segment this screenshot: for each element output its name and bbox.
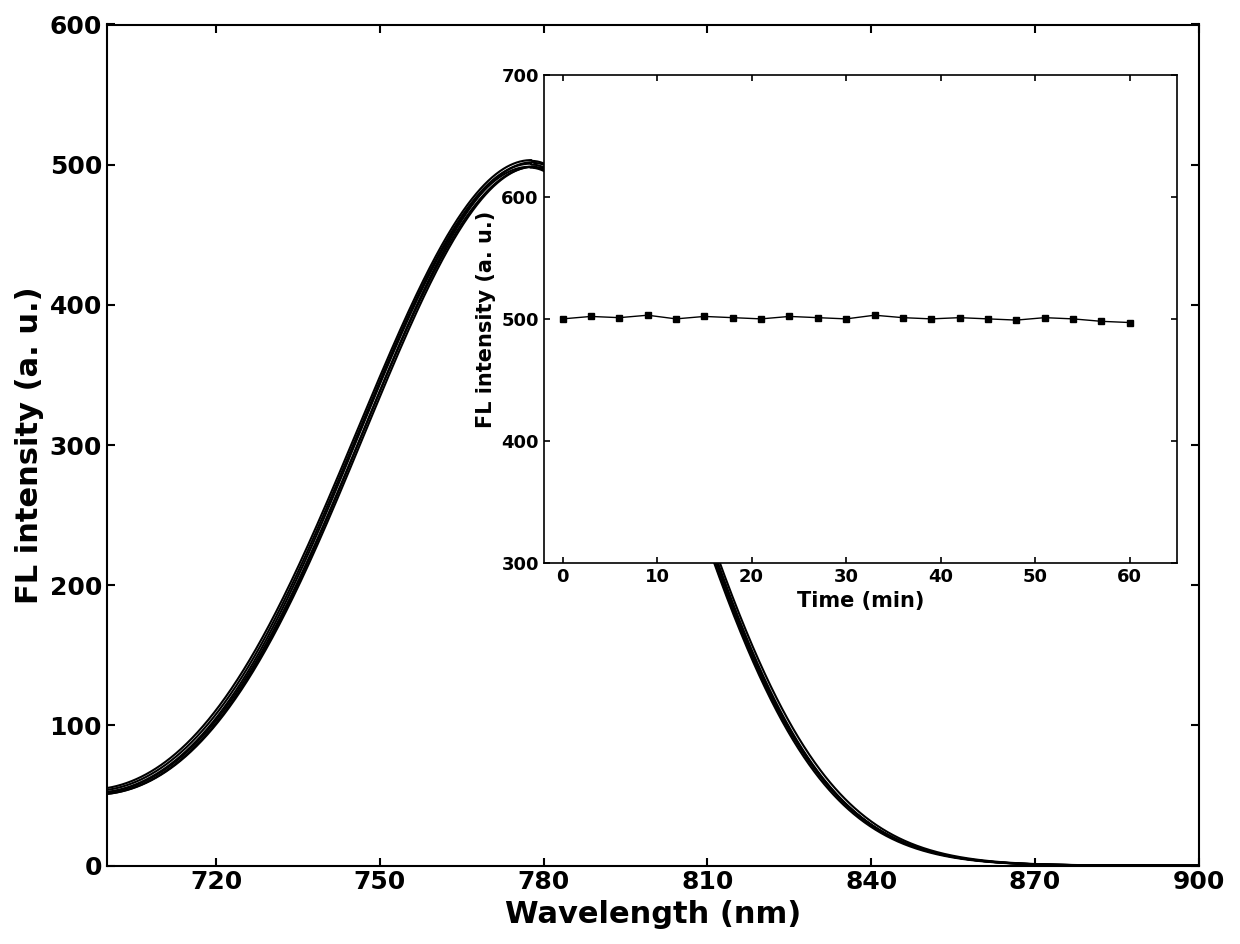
X-axis label: Wavelength (nm): Wavelength (nm) <box>505 900 801 929</box>
Y-axis label: FL intensity (a. u.): FL intensity (a. u.) <box>15 286 43 604</box>
